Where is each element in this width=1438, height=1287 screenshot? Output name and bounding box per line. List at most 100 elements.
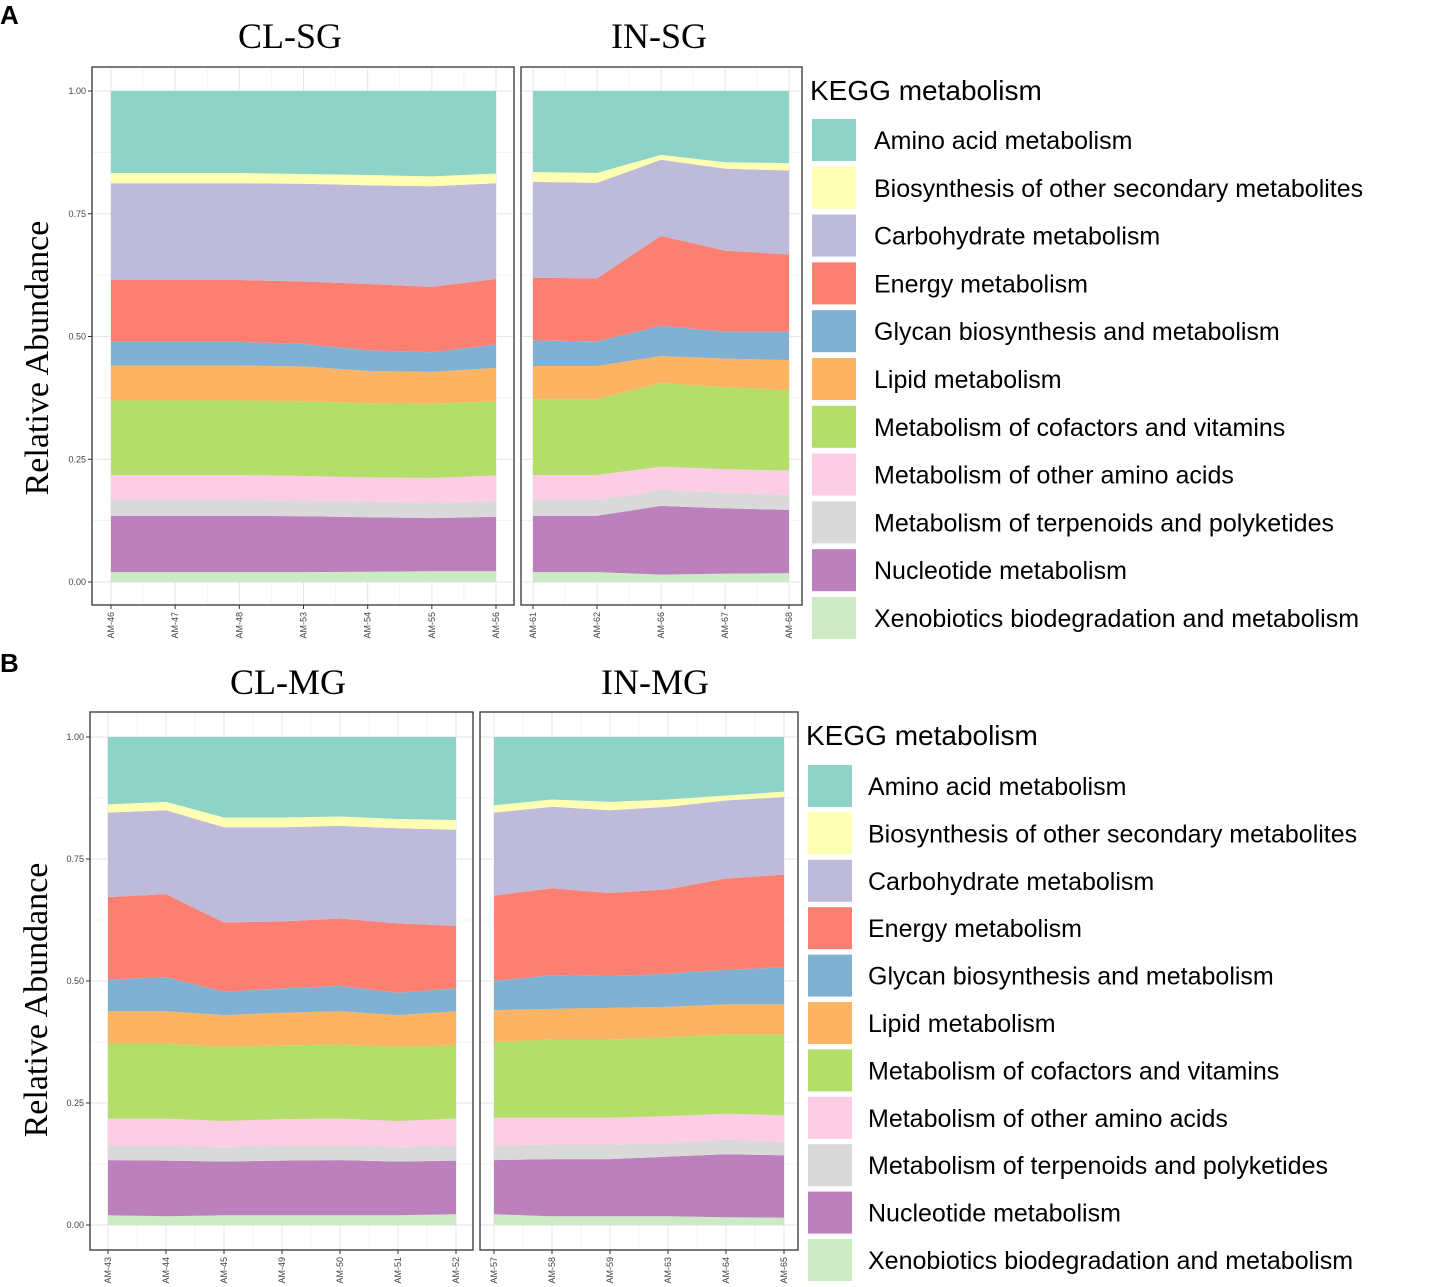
legend-label-metabolism-of-terpenoids-and-polyketides: Metabolism of terpenoids and polyketides bbox=[874, 509, 1334, 537]
panel-a-in-sg-area-amino-acid-metabolism bbox=[533, 91, 789, 173]
panel-b-in-mg-area-metabolism-of-cofactors-and-vitamins bbox=[494, 1034, 784, 1118]
panel-a-chart: Relative Abundance CL-SG AM-46 AM-47 AM-48 AM… bbox=[19, 16, 1363, 639]
legend-label-biosynthesis-of-other-secondary-metabolites: Biosynthesis of other secondary metaboli… bbox=[874, 175, 1363, 203]
legend-label-carbohydrate-metabolism: Carbohydrate metabolism bbox=[868, 868, 1154, 896]
x-tick-label: AM-53 bbox=[299, 612, 309, 639]
legend-label-biosynthesis-of-other-secondary-metabolites: Biosynthesis of other secondary metaboli… bbox=[868, 820, 1357, 848]
legend-key-xenobiotics-biodegradation-and-metabolism bbox=[812, 597, 856, 639]
x-tick-label: AM-56 bbox=[491, 612, 501, 639]
panel-b-cl-mg-area-metabolism-of-terpenoids-and-polyketides bbox=[108, 1145, 456, 1162]
panel-b-y-axis-label: Relative Abundance bbox=[18, 863, 55, 1138]
legend-key-metabolism-of-terpenoids-and-polyketides bbox=[812, 501, 856, 544]
panel-b-in-mg-area-lipid-metabolism bbox=[494, 1004, 784, 1042]
legend-label-lipid-metabolism: Lipid metabolism bbox=[868, 1010, 1056, 1038]
legend-key-amino-acid-metabolism bbox=[812, 119, 856, 161]
panel-b-chart: Relative Abundance CL-MG AM-43 AM-44 AM-45 AM… bbox=[18, 662, 1357, 1284]
x-tick-label: AM-62 bbox=[592, 612, 602, 639]
legend-key-metabolism-of-cofactors-and-vitamins bbox=[812, 405, 856, 448]
x-tick-label: AM-52 bbox=[451, 1257, 461, 1284]
y-tick-label: 0.00 bbox=[66, 1220, 84, 1230]
panel-a-cl-sg-area-nucleotide-metabolism bbox=[111, 515, 496, 573]
legend-label-metabolism-of-cofactors-and-vitamins: Metabolism of cofactors and vitamins bbox=[874, 414, 1285, 442]
panel-b-cl-mg-area-metabolism-of-cofactors-and-vitamins bbox=[108, 1043, 456, 1122]
panel-a-cl-sg-facet-title: CL-SG bbox=[238, 16, 342, 56]
y-tick-label: 0.25 bbox=[66, 1098, 84, 1108]
legend-label-amino-acid-metabolism: Amino acid metabolism bbox=[868, 773, 1126, 801]
x-tick-label: AM-51 bbox=[393, 1257, 403, 1284]
y-tick-label: 0.00 bbox=[68, 577, 86, 587]
panel-b-in-mg-facet-title: IN-MG bbox=[601, 662, 709, 702]
legend-label-metabolism-of-other-amino-acids: Metabolism of other amino acids bbox=[868, 1105, 1228, 1133]
legend-key-amino-acid-metabolism bbox=[808, 765, 852, 807]
legend-label-glycan-biosynthesis-and-metabolism: Glycan biosynthesis and metabolism bbox=[874, 318, 1280, 346]
panel-b-in-mg-area-amino-acid-metabolism bbox=[494, 737, 784, 806]
x-tick-label: AM-45 bbox=[219, 1257, 229, 1284]
panel-b-in-mg-area-biosynthesis-of-other-secondary-metabolites bbox=[494, 791, 784, 813]
y-tick-label: 0.50 bbox=[66, 976, 84, 986]
legend-key-lipid-metabolism bbox=[812, 358, 856, 400]
x-tick-label: AM-54 bbox=[363, 612, 373, 639]
panel-b-cl-mg-area-nucleotide-metabolism bbox=[108, 1160, 456, 1217]
legend-key-metabolism-of-other-amino-acids bbox=[808, 1096, 852, 1139]
panel-b-legend: KEGG metabolism Amino acid metabolism Bios… bbox=[806, 720, 1357, 1281]
x-tick-label: AM-68 bbox=[784, 612, 794, 639]
panel-b-in-mg-area-nucleotide-metabolism bbox=[494, 1154, 784, 1218]
x-tick-label: AM-61 bbox=[528, 612, 538, 639]
y-tick-label: 0.25 bbox=[68, 454, 86, 464]
panel-b-in-mg-stacked-areas bbox=[494, 737, 784, 1225]
x-tick-label: AM-49 bbox=[277, 1257, 287, 1284]
panel-b-in-mg-area-glycan-biosynthesis-and-metabolism bbox=[494, 967, 784, 1011]
x-tick-label: AM-63 bbox=[663, 1257, 673, 1284]
panel-b-cl-mg-area-metabolism-of-other-amino-acids bbox=[108, 1118, 456, 1147]
legend-key-glycan-biosynthesis-and-metabolism bbox=[812, 310, 856, 353]
legend-key-xenobiotics-biodegradation-and-metabolism bbox=[808, 1239, 852, 1281]
legend-label-metabolism-of-cofactors-and-vitamins: Metabolism of cofactors and vitamins bbox=[868, 1057, 1279, 1085]
panel-b-in-mg-area-carbohydrate-metabolism bbox=[494, 797, 784, 896]
panel-b-cl-mg-area-glycan-biosynthesis-and-metabolism bbox=[108, 977, 456, 1016]
panel-b-cl-mg-stacked-areas bbox=[108, 737, 456, 1225]
legend-key-metabolism-of-cofactors-and-vitamins bbox=[808, 1049, 852, 1092]
panel-a-cl-sg-stacked-areas bbox=[111, 91, 496, 582]
panel-b-cl-mg-area-energy-metabolism bbox=[108, 894, 456, 993]
legend-label-metabolism-of-terpenoids-and-polyketides: Metabolism of terpenoids and polyketides bbox=[868, 1152, 1328, 1180]
panel-a-cl-sg-area-energy-metabolism bbox=[111, 279, 496, 353]
panel-b-in-mg-panel-border bbox=[479, 711, 799, 1251]
legend-label-metabolism-of-other-amino-acids: Metabolism of other amino acids bbox=[874, 462, 1234, 490]
legend-key-lipid-metabolism bbox=[808, 1002, 852, 1044]
legend-key-nucleotide-metabolism bbox=[808, 1191, 852, 1234]
panel-b-cl-mg-facet-title: CL-MG bbox=[230, 662, 346, 702]
legend-label-nucleotide-metabolism: Nucleotide metabolism bbox=[868, 1200, 1121, 1228]
panel-a-cl-sg-area-glycan-biosynthesis-and-metabolism bbox=[111, 341, 496, 372]
panel-b-cl-mg-area-biosynthesis-of-other-secondary-metabolites bbox=[108, 801, 456, 830]
legend-label-amino-acid-metabolism: Amino acid metabolism bbox=[874, 127, 1132, 155]
panel-a-legend-title: KEGG metabolism bbox=[810, 75, 1042, 106]
x-tick-label: AM-59 bbox=[605, 1257, 615, 1284]
legend-label-energy-metabolism: Energy metabolism bbox=[874, 270, 1088, 298]
panel-a-legend: KEGG metabolism Amino acid metabolism Bios… bbox=[810, 75, 1363, 639]
x-tick-label: AM-57 bbox=[489, 1257, 499, 1284]
x-tick-label: AM-55 bbox=[427, 612, 437, 639]
panel-a-y-axis-label: Relative Abundance bbox=[19, 221, 56, 496]
y-tick-label: 1.00 bbox=[66, 732, 84, 742]
legend-label-glycan-biosynthesis-and-metabolism: Glycan biosynthesis and metabolism bbox=[868, 963, 1274, 991]
legend-key-carbohydrate-metabolism bbox=[808, 859, 852, 902]
panel-b-cl-mg-area-amino-acid-metabolism bbox=[108, 737, 456, 820]
panel-a-in-sg-stacked-areas bbox=[533, 91, 789, 582]
x-tick-label: AM-65 bbox=[779, 1257, 789, 1284]
panel-a-in-sg-area-lipid-metabolism bbox=[533, 356, 789, 400]
panel-a-in-sg-area-metabolism-of-other-amino-acids bbox=[533, 466, 789, 501]
panel-a-in-sg-area-carbohydrate-metabolism bbox=[533, 159, 789, 279]
panel-a-in-sg-area-nucleotide-metabolism bbox=[533, 505, 789, 575]
panel-a-in-sg-area-glycan-biosynthesis-and-metabolism bbox=[533, 325, 789, 366]
x-tick-label: AM-48 bbox=[234, 612, 244, 639]
panel-a-cl-sg-area-metabolism-of-cofactors-and-vitamins bbox=[111, 400, 496, 478]
panel-a-cl-sg-area-carbohydrate-metabolism bbox=[111, 183, 496, 287]
panel-b-cl-mg-area-carbohydrate-metabolism bbox=[108, 810, 456, 926]
legend-key-energy-metabolism bbox=[812, 262, 856, 305]
panel-a-cl-sg-area-metabolism-of-other-amino-acids bbox=[111, 474, 496, 503]
panel-a-in-sg-area-energy-metabolism bbox=[533, 235, 789, 342]
y-tick-label: 0.75 bbox=[66, 854, 84, 864]
legend-key-metabolism-of-terpenoids-and-polyketides bbox=[808, 1144, 852, 1187]
legend-label-energy-metabolism: Energy metabolism bbox=[868, 915, 1082, 943]
